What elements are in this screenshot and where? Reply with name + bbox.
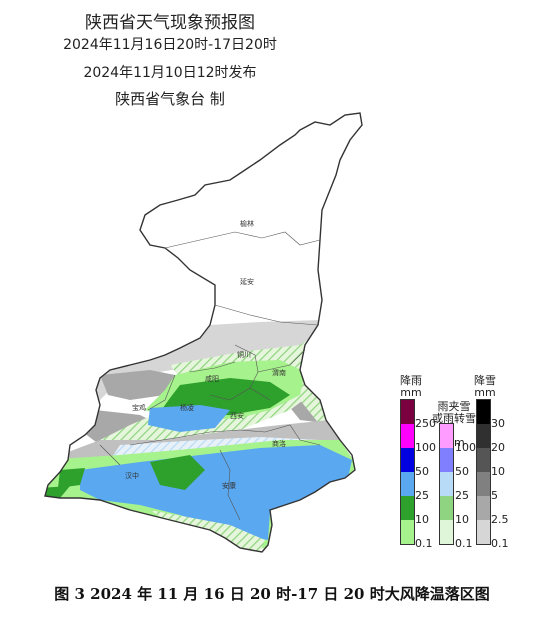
city-label-yanan: 延安 (240, 277, 254, 286)
snow-tick-label: 2.5 (491, 513, 509, 526)
snow-legend-label: 降雪 (474, 374, 496, 387)
rain-tick-label: 50 (415, 465, 429, 478)
rain-tick-label: 250 (415, 417, 436, 430)
rain-legend-unit: mm (400, 386, 422, 399)
snow-tick-label: 5 (491, 489, 498, 502)
rain-colorbar (400, 399, 415, 545)
sleet-colorbar (439, 423, 454, 545)
sleet-color-swatch (440, 448, 453, 472)
sleet-color-swatch (440, 520, 453, 544)
sleet-color-swatch (440, 472, 453, 496)
rain-color-swatch (401, 472, 414, 496)
rain-tick-label: 25 (415, 489, 429, 502)
sleet-color-swatch (440, 424, 453, 448)
snow-color-swatch (477, 400, 490, 424)
city-label-yulin: 榆林 (240, 219, 254, 228)
snow-tick-label: 20 (491, 441, 505, 454)
rain-color-swatch (401, 496, 414, 520)
city-label-xian: 西安 (230, 411, 244, 420)
rain-tick-label: 100 (415, 441, 436, 454)
rain-tick-label: 0.1 (415, 537, 433, 550)
city-label-weinan: 渭南 (272, 368, 286, 377)
city-label-ankang: 安康 (222, 481, 236, 490)
forecast-period: 2024年11月16日20时-17日20时 (63, 37, 277, 53)
rain-legend-title: 降雨 mm (396, 375, 426, 399)
snow-tick-label: 0.1 (491, 537, 509, 550)
snow-tick-label: 30 (491, 417, 505, 430)
issue-time: 2024年11月10日12时发布 (83, 65, 257, 81)
city-label-yangling: 杨凌 (180, 403, 194, 412)
city-label-shangluo: 商洛 (272, 439, 286, 448)
city-label-tongchuan: 铜川 (237, 350, 251, 359)
sleet-tick-label: 100 (455, 441, 476, 454)
snow-color-swatch (477, 448, 490, 472)
city-label-baoji: 宝鸡 (132, 403, 146, 412)
city-label-xianyang: 咸阳 (205, 374, 219, 383)
figure-caption: 图 3 2024 年 11 月 16 日 20 时-17 日 20 时大风降温落… (54, 585, 490, 603)
sleet-tick-label: 10 (455, 513, 469, 526)
rain-legend-label: 降雨 (400, 374, 422, 387)
snow-tick-label: 10 (491, 465, 505, 478)
snow-color-swatch (477, 472, 490, 496)
rain-color-swatch (401, 520, 414, 544)
issuing-agency: 陕西省气象台 制 (115, 90, 225, 108)
sleet-tick-label: 50 (455, 465, 469, 478)
rain-color-swatch (401, 448, 414, 472)
sleet-legend-label: 雨夹雪 或雨转雪 (432, 400, 476, 425)
rain-tick-label: 10 (415, 513, 429, 526)
snow-color-swatch (477, 424, 490, 448)
rain-color-swatch (401, 424, 414, 448)
snow-color-swatch (477, 520, 490, 544)
snow-legend-unit: mm (474, 386, 496, 399)
map-title: 陕西省天气现象预报图 (85, 13, 255, 33)
snow-colorbar (476, 399, 491, 545)
snow-legend-title: 降雪 mm (470, 375, 500, 399)
snow-color-swatch (477, 496, 490, 520)
sleet-color-swatch (440, 496, 453, 520)
rain-color-swatch (401, 400, 414, 424)
sleet-tick-label: 0.1 (455, 537, 473, 550)
sleet-tick-label: 25 (455, 489, 469, 502)
city-label-hanzhong: 汉中 (125, 471, 139, 480)
